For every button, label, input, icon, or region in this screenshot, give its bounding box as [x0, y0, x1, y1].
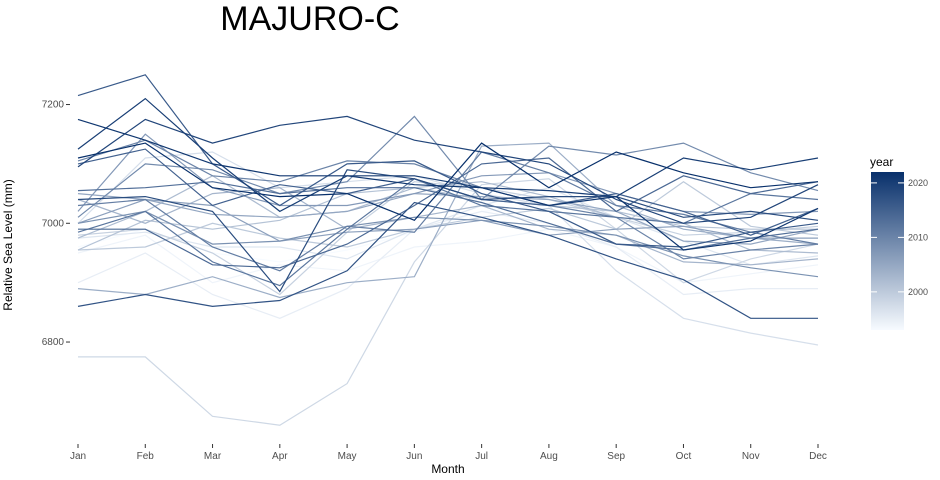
series-line [77, 198, 818, 242]
legend-ticks: 2000 2010 2020 [871, 178, 928, 297]
series-lines [77, 74, 819, 426]
legend-tick-label: 2020 [908, 178, 928, 188]
series-line [77, 74, 819, 248]
series-line [77, 210, 818, 319]
x-tick-label: Apr [272, 451, 288, 462]
series-line [77, 228, 819, 284]
x-tick-label: Aug [540, 451, 558, 462]
series-line [77, 142, 819, 222]
series-line [77, 139, 819, 260]
legend-tick-label: 2000 [908, 287, 928, 297]
y-tick-label: 7000 [42, 218, 65, 229]
series-line [77, 118, 819, 251]
series-line [77, 169, 819, 293]
x-tick-label: Feb [137, 451, 155, 462]
series-line [77, 201, 818, 319]
series-line [77, 115, 819, 224]
x-tick-label: May [338, 451, 357, 462]
series-line [78, 157, 819, 269]
x-tick-label: Dec [809, 451, 827, 462]
x-tick-label: Sep [607, 451, 625, 462]
x-tick-label: Oct [676, 451, 692, 462]
x-axis: Jan Feb Mar Apr May Jun Jul Aug Sep Oct Nov Dec [70, 444, 827, 462]
series-line [77, 187, 818, 251]
y-tick-label: 6800 [42, 337, 65, 348]
x-tick-label: Nov [742, 451, 760, 462]
legend: year 2000 2010 2020 [870, 155, 928, 330]
x-tick-label: Jan [70, 451, 86, 462]
series-line [77, 115, 819, 218]
x-axis-title: Month [431, 462, 464, 476]
y-tick-label: 7200 [42, 100, 65, 111]
x-tick-label: Jun [406, 451, 422, 462]
x-tick-label: Jul [475, 451, 488, 462]
y-axis-title: Relative Sea Level (mm) [1, 179, 15, 310]
legend-title: year [870, 155, 893, 169]
chart-title: MAJURO-C [220, 0, 399, 38]
series-line [77, 181, 819, 296]
y-axis: 6800 7000 7200 [42, 100, 70, 348]
legend-tick-label: 2010 [908, 232, 928, 242]
series-line [77, 142, 819, 299]
series-line [77, 178, 819, 287]
legend-colorbar [871, 172, 904, 330]
x-tick-label: Mar [204, 451, 222, 462]
